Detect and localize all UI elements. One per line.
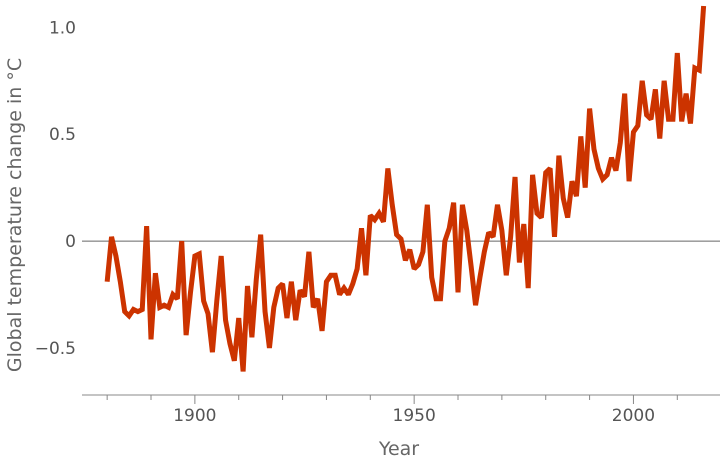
- x-axis-title: Year: [378, 438, 419, 460]
- series-layer: [104, 5, 707, 372]
- x-tick-label: 1900: [173, 406, 216, 426]
- y-axis-title: Global temperature change in °C: [4, 58, 26, 372]
- x-tick-label: 2000: [612, 406, 655, 426]
- x-tick-label: 1950: [393, 406, 436, 426]
- y-tick-label: −0.5: [35, 339, 76, 359]
- y-tick-label: 0: [65, 232, 76, 252]
- y-tick-label: 0.5: [49, 125, 76, 145]
- y-axis-tick-labels: −0.5 0 0.5 1.0: [35, 18, 76, 359]
- temperature-series-line: [104, 5, 707, 372]
- x-axis-ticks: 1900 1950 2000: [106, 395, 678, 426]
- y-tick-label: 1.0: [49, 18, 76, 38]
